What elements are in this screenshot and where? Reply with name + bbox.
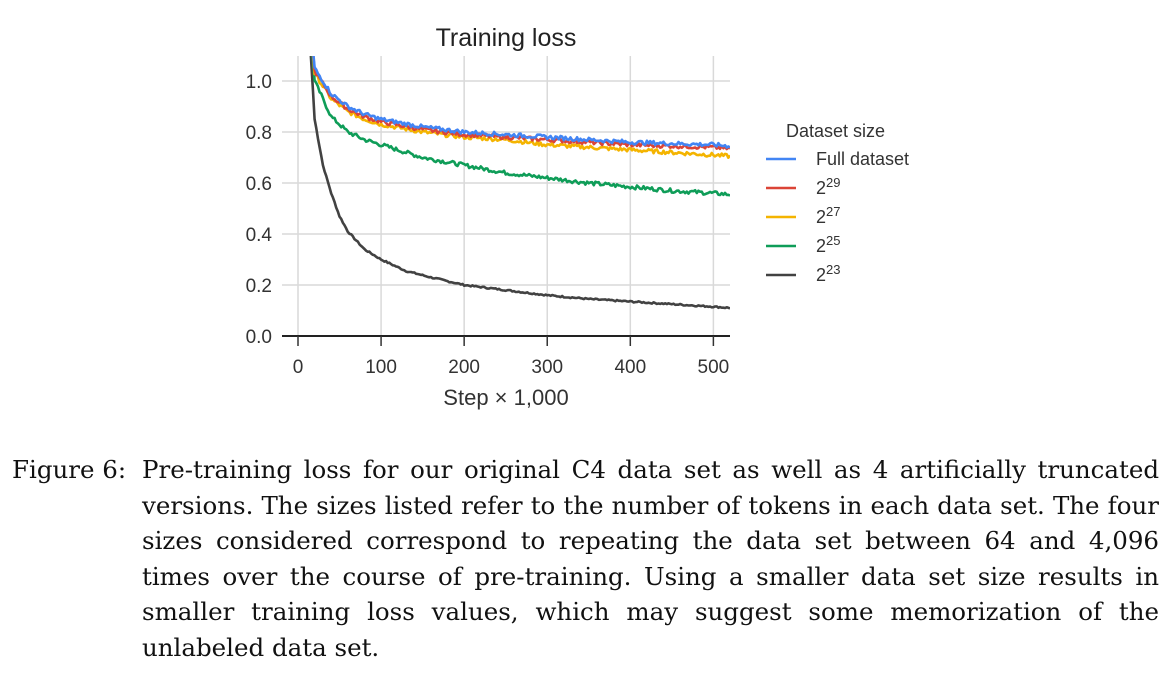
series-line-s27: [311, 56, 730, 159]
series-line-s29: [312, 56, 730, 151]
legend-label-s27: 227: [816, 204, 840, 227]
y-tick-label: 0.2: [246, 276, 272, 297]
series-lines: [309, 56, 730, 310]
legend-exponent: 25: [826, 233, 840, 248]
grid-lines: [282, 56, 730, 336]
caption-label: Figure 6:: [12, 455, 127, 484]
legend-label-s25: 225: [816, 233, 840, 256]
legend-label-s29: 229: [816, 175, 840, 198]
caption-text: Pre-training loss for our original C4 da…: [142, 455, 1159, 662]
y-tick-label: 0.4: [246, 225, 273, 246]
x-tick-label: 500: [698, 357, 730, 378]
series-line-full: [312, 56, 730, 149]
legend: Dataset size Full dataset 229 227 225 223: [766, 121, 909, 285]
legend-exponent: 23: [826, 262, 840, 277]
y-tick-label: 0.6: [246, 174, 272, 195]
training-loss-chart: Training loss 0.0 0.2 0.4 0.6 0.8 1.0 0 100 200…: [246, 24, 909, 410]
y-tick-label: 0.0: [246, 327, 272, 348]
series-line-s23: [309, 56, 730, 310]
y-tick-label: 1.0: [246, 72, 272, 93]
x-tick-label: 200: [448, 357, 480, 378]
x-axis-label: Step × 1,000: [443, 385, 568, 410]
series-line-s25: [311, 56, 730, 197]
x-tick-label: 300: [531, 357, 563, 378]
legend-exponent: 27: [826, 204, 840, 219]
legend-label-s23: 223: [816, 262, 840, 285]
legend-label-full: Full dataset: [816, 149, 909, 169]
legend-exponent: 29: [826, 175, 840, 190]
legend-title: Dataset size: [786, 121, 885, 141]
x-axis-ticks: 0 100 200 300 400 500: [293, 336, 730, 378]
y-axis-ticks: 0.0 0.2 0.4 0.6 0.8 1.0: [246, 72, 273, 348]
chart-title: Training loss: [436, 24, 577, 52]
x-tick-label: 100: [365, 357, 397, 378]
x-tick-label: 400: [614, 357, 646, 378]
y-tick-label: 0.8: [246, 123, 272, 144]
x-tick-label: 0: [293, 357, 304, 378]
